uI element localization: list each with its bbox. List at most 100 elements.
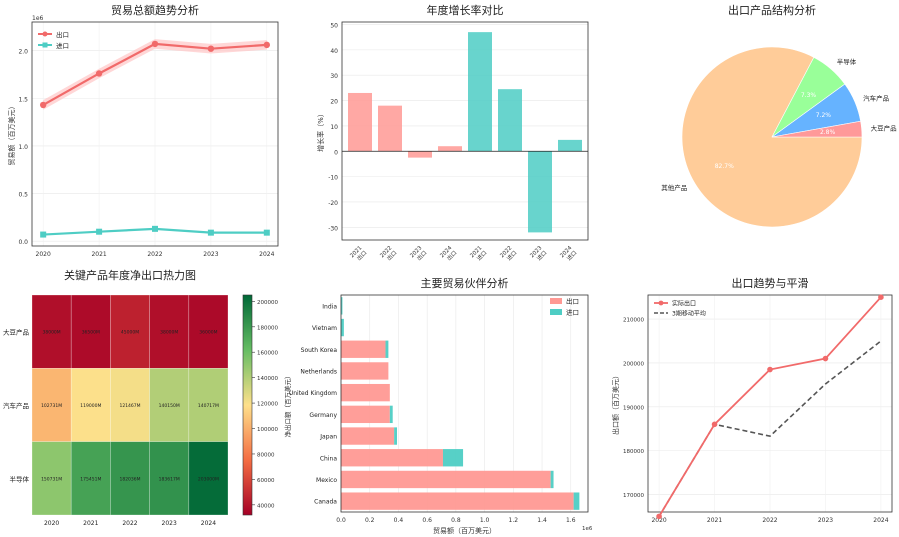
heatmap-cell-label: 102731M — [41, 403, 62, 409]
smooth-title: 出口趋势与平滑 — [732, 276, 809, 290]
trend-point-export — [95, 70, 103, 77]
growth-xtick-label: 2021出口 — [349, 245, 368, 264]
partners-ytick-label: Netherlands — [300, 368, 337, 375]
growth-bar — [558, 139, 582, 152]
growth-bar — [438, 146, 462, 152]
heatmap-cell — [70, 441, 111, 516]
trend-point-export — [263, 41, 271, 49]
trend-ytick-label: 0.5 — [18, 192, 28, 199]
heatmap-cell-label: 119000M — [80, 403, 101, 409]
heatmap-cell — [31, 294, 72, 369]
trend-legend-marker — [42, 42, 48, 48]
growth-xtick-label: 2021进口 — [469, 245, 488, 264]
heatmap-cell-label: 150731M — [41, 476, 62, 482]
heatmap-cell — [149, 368, 190, 442]
growth-bar — [378, 105, 402, 152]
growth-bar — [528, 151, 552, 233]
heatmap-cell — [110, 368, 150, 442]
colorbar-label: 净出口额（百万美元） — [283, 373, 292, 438]
heatmap-cell — [110, 441, 150, 516]
pie-slice-label: 汽车产品 — [863, 93, 889, 102]
smooth-ylabel: 出口额（百万美元） — [611, 372, 620, 435]
growth-xtick-label: 2024出口 — [439, 245, 458, 264]
smooth-frame — [647, 294, 893, 513]
smooth-ytick-label: 190000 — [623, 405, 644, 411]
trend-xtick-label: 2024 — [259, 251, 274, 258]
smooth-xtick-label: 2022 — [762, 517, 777, 524]
partners-ytick-label: United Kingdom — [289, 390, 337, 397]
heatmap-cell-label: 203000M — [198, 476, 219, 482]
growth-ytick-label: 30 — [330, 73, 338, 80]
heatmap-cell — [188, 294, 229, 369]
colorbar-tick-label: 200000 — [257, 300, 278, 306]
partners-bar-export — [341, 470, 551, 489]
heatmap-cell-label: 140150M — [159, 403, 180, 409]
smooth-point-actual — [878, 294, 884, 300]
partners-ytick-label: China — [320, 455, 337, 462]
smooth-ytick-label: 180000 — [623, 449, 644, 455]
partners-bar-import — [550, 470, 554, 489]
partners-title: 主要贸易伙伴分析 — [421, 276, 509, 290]
growth-bar — [498, 89, 522, 152]
growth-frame — [341, 21, 589, 241]
partners-bar-import — [573, 492, 580, 510]
colorbar-tick-label: 40000 — [257, 503, 275, 509]
growth-title: 年度增长率对比 — [427, 3, 504, 17]
growth-bar — [348, 92, 372, 152]
heatmap-cell — [31, 368, 72, 442]
partners-ytick-label: Vietnam — [312, 325, 337, 332]
smooth-point-actual — [822, 355, 829, 362]
trend-xtick-label: 2020 — [36, 251, 51, 258]
growth-bar — [468, 32, 492, 152]
partners-xlabel: 贸易额（百万美元） — [433, 526, 496, 535]
heatmap-cell — [188, 368, 229, 442]
smooth-point-actual — [711, 421, 718, 428]
partners-legend-label: 出口 — [566, 297, 579, 306]
heatmap-cell-label: 45000M — [121, 330, 139, 336]
heatmap-cell — [110, 294, 150, 369]
pie-pct-label: 82.7% — [715, 163, 734, 170]
growth-xtick-label: 2022出口 — [379, 245, 398, 264]
partners-bar-import — [341, 318, 344, 337]
heatmap-row-label: 汽车产品 — [3, 401, 29, 410]
partners-bar-import — [389, 405, 393, 424]
trend-xtick-label: 2023 — [203, 251, 218, 258]
partners-bar-import — [394, 427, 398, 445]
growth-xtick-label: 2022进口 — [499, 245, 518, 264]
heatmap-cell-label: 182036M — [119, 476, 140, 482]
partners-ytick-label: Germany — [309, 412, 337, 419]
heatmap-cell-label: 140717M — [198, 403, 219, 409]
trend-point-export — [207, 45, 215, 52]
trend-xtick-label: 2022 — [147, 251, 162, 258]
trend-ylabel: 贸易额（百万美元） — [7, 103, 16, 166]
growth-ytick-label: 50 — [330, 23, 338, 30]
colorbar-tick-label: 180000 — [257, 325, 278, 331]
heatmap-cell — [149, 294, 190, 369]
trend-legend-marker — [42, 31, 48, 37]
smooth-xtick-label: 2021 — [707, 517, 722, 524]
smooth-xtick-label: 2024 — [873, 517, 888, 524]
heatmap-col-label: 2023 — [162, 520, 177, 527]
trend-point-export — [151, 40, 159, 48]
smooth-xtick-label: 2020 — [651, 517, 666, 524]
heatmap-cell — [188, 441, 229, 516]
partners-xtick-label: 0.2 — [365, 517, 375, 524]
pie-slice-label: 大豆产品 — [871, 123, 897, 132]
smooth-ytick-label: 170000 — [623, 493, 644, 499]
trend-ytick-label: 1.0 — [18, 144, 28, 151]
partners-bar-export — [341, 427, 395, 445]
colorbar-tick-label: 160000 — [257, 351, 278, 357]
trend-xtick-label: 2021 — [91, 251, 106, 258]
trend-title: 贸易总额趋势分析 — [111, 3, 199, 17]
trend-point-import — [263, 229, 270, 236]
smooth-legend-label: 实际出口 — [672, 300, 696, 308]
partners-xtick-label: 1.2 — [509, 517, 519, 524]
pie-pct-label: 7.3% — [801, 92, 817, 99]
colorbar-tick-label: 120000 — [257, 402, 278, 408]
colorbar-tick-label: 80000 — [257, 452, 275, 458]
partners-bar-import — [341, 297, 343, 315]
partners-bar-export — [341, 492, 574, 510]
partners-xtick-label: 0.8 — [451, 517, 461, 524]
